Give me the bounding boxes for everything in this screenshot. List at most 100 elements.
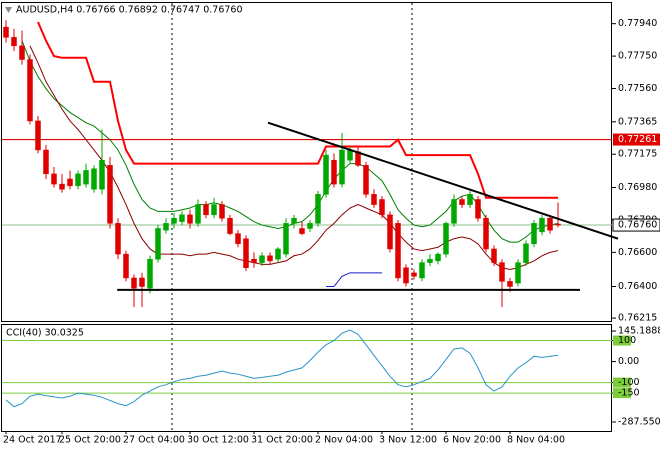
candle-body: [75, 173, 81, 187]
candle-body: [83, 170, 89, 185]
candle-body: [243, 238, 249, 268]
candle-body: [163, 223, 169, 231]
candle-body: [275, 248, 281, 260]
x-tick-label: 8 Nov 04:00: [507, 435, 565, 446]
cci-level-box: [613, 335, 631, 346]
candle-body: [531, 223, 537, 245]
candle-body: [211, 204, 217, 216]
x-tick-label: 24 Oct 2017: [3, 435, 62, 446]
candle-body: [3, 26, 9, 38]
cci-panel-frame: [1, 324, 612, 432]
level-label: 0.77261: [618, 134, 657, 145]
y-tick-label: -287.5504: [618, 417, 660, 428]
candle-body: [315, 194, 321, 224]
x-tick-label: 3 Nov 12:00: [379, 435, 437, 446]
y-tick-label: 0.00: [618, 356, 639, 367]
candle-body: [443, 223, 449, 255]
y-tick-label: 0.77560: [618, 83, 657, 94]
candle-body: [27, 59, 33, 122]
candle-body: [155, 228, 161, 260]
candle-body: [467, 194, 473, 205]
main-plot: [2, 20, 619, 307]
candle-body: [131, 277, 137, 289]
x-tick-label: 2 Nov 04:00: [315, 435, 373, 446]
candle-body: [403, 267, 409, 284]
y-tick-label: 0.77365: [618, 116, 657, 127]
trendline: [267, 121, 619, 240]
y-tick-label: 145.1888: [618, 326, 660, 337]
candle-body: [51, 173, 57, 185]
candle-body: [547, 217, 553, 231]
chart-header: AUDUSD,H4 0.76766 0.76892 0.76747 0.7676…: [16, 5, 243, 16]
candle-body: [107, 165, 113, 224]
y-tick-label: -100: [618, 377, 640, 388]
indicator-line: [37, 21, 558, 199]
candle-body: [187, 214, 193, 224]
candle-body: [203, 204, 209, 216]
candle-body: [251, 258, 257, 263]
y-tick-label: 0.77940: [618, 18, 657, 29]
candle-body: [67, 178, 73, 187]
level-label-box: [613, 133, 660, 146]
x-tick-label: 6 Nov 20:00: [443, 435, 501, 446]
y-tick-label: 0.77175: [618, 149, 657, 160]
y-tick-label: 0.76980: [618, 182, 657, 193]
candle-body: [19, 45, 25, 60]
candle-body: [363, 165, 369, 195]
candle-body: [259, 255, 265, 263]
candle-body: [515, 262, 521, 284]
candle-body: [43, 149, 49, 175]
cci-level-box: [613, 388, 631, 399]
candle-body: [499, 262, 505, 282]
candle-body: [331, 159, 337, 185]
y-tick-label: 0.76600: [618, 247, 657, 258]
candle-body: [451, 199, 457, 224]
candle-body: [123, 253, 129, 279]
candle-body: [219, 204, 225, 219]
main-panel-frame: [1, 2, 612, 322]
y-tick-label: -150: [618, 388, 640, 399]
cci-header: CCI(40) 30.0325: [6, 328, 84, 339]
candle-body: [491, 248, 497, 263]
candle-body: [475, 199, 481, 219]
indicator-line: [29, 45, 559, 270]
x-tick-label: 27 Oct 04:00: [123, 435, 185, 446]
candle-body: [91, 168, 97, 190]
candle-body: [507, 281, 513, 287]
candle-body: [267, 255, 273, 262]
candle-body: [539, 217, 545, 233]
candle-body: [483, 217, 489, 250]
candle-body: [179, 214, 185, 222]
candle-body: [419, 262, 425, 279]
y-tick-label: 0.76215: [618, 313, 657, 324]
candle-body: [523, 243, 529, 263]
candle-body: [395, 223, 401, 279]
candle-body: [195, 204, 201, 224]
candle-body: [283, 223, 289, 255]
y-tick-label: 0.77750: [618, 51, 657, 62]
candle-body: [347, 149, 353, 161]
candle-body: [307, 223, 313, 229]
candle-body: [291, 217, 297, 224]
y-tick-label: 0.76400: [618, 281, 657, 292]
x-tick-label: 25 Oct 20:00: [59, 435, 121, 446]
cci-level-box: [613, 377, 631, 388]
candle-body: [379, 199, 385, 216]
candle-body: [59, 183, 65, 190]
x-tick-label: 31 Oct 20:00: [251, 435, 313, 446]
candle-body: [35, 120, 41, 151]
candle-body: [171, 217, 177, 224]
candle-body: [371, 194, 377, 205]
candle-body: [387, 214, 393, 250]
candle-body: [427, 258, 433, 263]
candle-body: [139, 277, 145, 287]
indicator-line: [326, 272, 382, 288]
last-price-label: 0.76760: [618, 220, 657, 231]
candle-body: [555, 223, 561, 226]
candle-body: [227, 217, 233, 234]
candle-body: [11, 37, 17, 47]
candle-body: [235, 233, 241, 245]
y-tick-label: 100: [618, 335, 636, 346]
candle-body: [99, 159, 105, 190]
